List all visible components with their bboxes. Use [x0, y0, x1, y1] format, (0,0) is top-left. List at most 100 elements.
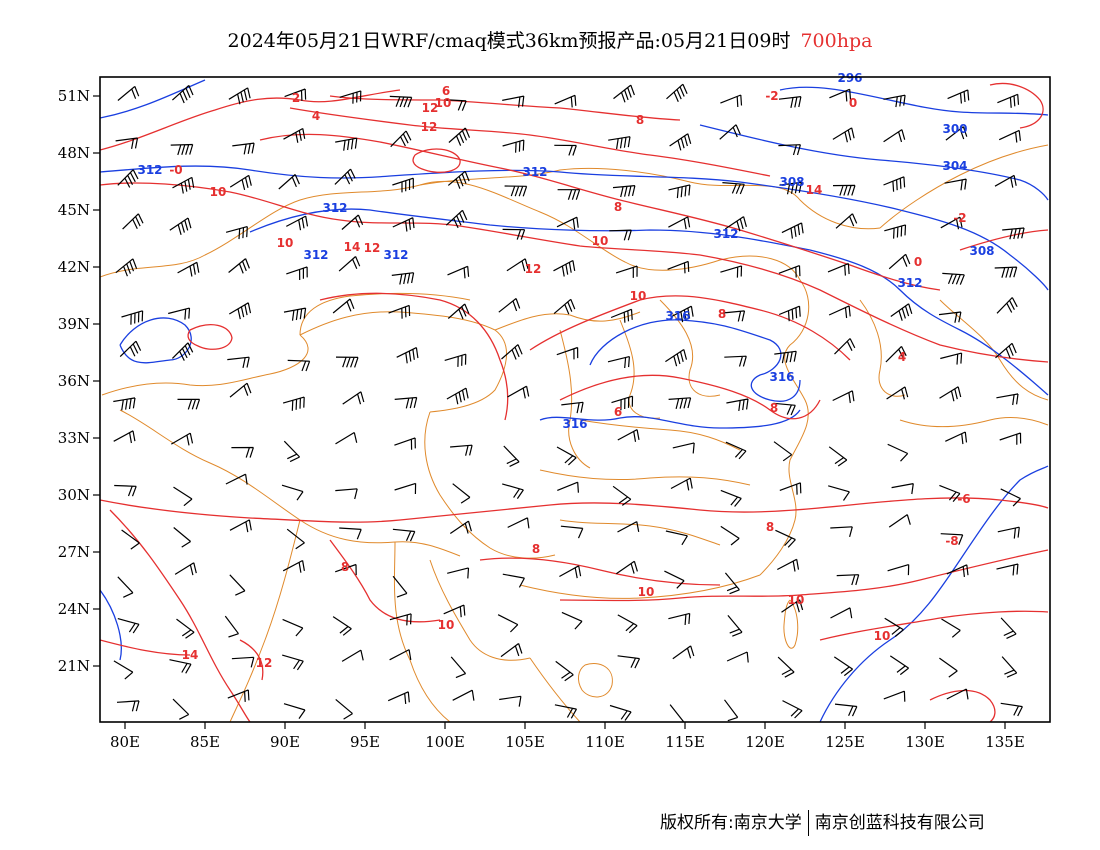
wind-barb [940, 352, 963, 365]
wind-barb [335, 563, 357, 576]
wind-barb [450, 656, 467, 679]
temperature-label: 0 [914, 255, 922, 269]
wind-barb [231, 656, 255, 668]
wind-barb [117, 618, 140, 634]
company-name: 南京创蓝科技有限公司 [814, 813, 985, 833]
wind-barb [278, 174, 300, 190]
wind-barb [392, 575, 408, 598]
wind-barb [724, 572, 740, 595]
wind-barb [339, 527, 362, 540]
wind-barb [830, 526, 853, 538]
border-shaanxi [559, 329, 591, 469]
wind-barb [1000, 617, 1017, 639]
wind-barb [775, 529, 796, 548]
wind-barb [609, 704, 632, 721]
wind-barb [942, 272, 965, 285]
wind-barb [719, 124, 741, 140]
border-myanmar [393, 541, 451, 722]
wind-barb [833, 656, 853, 677]
wind-barb [444, 353, 467, 367]
wind-barb [832, 184, 856, 196]
wind-barb [392, 177, 414, 193]
wind-barb [174, 562, 197, 576]
temperature-label: 12 [421, 120, 438, 134]
temperature-label: 12 [364, 241, 381, 255]
temperature-label: 8 [718, 307, 726, 321]
geopotential-label: 316 [769, 370, 794, 384]
geopotential-label: 312 [383, 248, 408, 262]
wind-barb [607, 356, 630, 369]
wind-barb [502, 139, 525, 153]
chart-title: 2024年05月21日WRF/cmaq模式36km预报产品:05月21日09时 7… [0, 26, 1100, 53]
border-hebei [659, 299, 721, 397]
wind-barb [338, 256, 361, 272]
wind-barb [883, 176, 906, 192]
wind-barb [556, 216, 579, 230]
wind-barb [394, 396, 418, 409]
wind-barb [608, 136, 631, 150]
wind-barb [997, 526, 1020, 539]
copyright-text: 版权所有:南京大学 [660, 813, 802, 833]
wind-barb [1000, 488, 1021, 507]
wind-barb [997, 93, 1020, 108]
temperature-label: 12 [256, 656, 273, 670]
wind-barb [778, 96, 802, 109]
temperature-line [100, 89, 401, 151]
wind-barb [560, 525, 584, 539]
wind-barb [1001, 656, 1018, 678]
wind-barb [617, 521, 640, 533]
geopotential-line [699, 124, 1049, 201]
wind-barb [448, 127, 471, 146]
wind-barb [774, 350, 797, 364]
wind-barb [392, 217, 415, 232]
temperature-line [109, 509, 251, 722]
wind-barb [727, 615, 743, 637]
wind-barb [888, 253, 911, 270]
wind-barb [720, 489, 742, 507]
wind-barb [726, 651, 749, 663]
wind-barb [557, 481, 579, 493]
temperature-label: 2 [292, 91, 300, 105]
temperature-label: 4 [898, 350, 906, 364]
wind-barb [283, 127, 306, 143]
wind-barb [447, 567, 470, 579]
wind-barb [782, 700, 803, 719]
contour-label-layer: 296 300 304 308 312 312 312 312 312 312 … [137, 71, 994, 670]
wind-barb [119, 340, 142, 358]
wind-barb [228, 258, 250, 274]
wind-barb [779, 181, 802, 195]
wind-barb [387, 691, 410, 704]
wind-barb [225, 473, 248, 485]
temperature-label: -2 [953, 211, 966, 225]
wind-barb [830, 607, 853, 619]
wind-barb [341, 649, 364, 662]
wind-barb [559, 565, 582, 579]
wind-barb [720, 525, 740, 546]
wind-barb [335, 137, 358, 151]
longitude-label: 90E [270, 733, 300, 751]
wind-barb [450, 444, 473, 456]
geopotential-label: 308 [779, 175, 804, 189]
temperature-label: 10 [874, 629, 891, 643]
wind-barb [232, 142, 255, 155]
wind-barb [726, 398, 749, 411]
border-hubei [539, 469, 751, 486]
wind-barb [777, 558, 800, 572]
wind-barb [225, 226, 248, 240]
temperature-line [100, 182, 1049, 363]
wind-barb [835, 213, 858, 229]
temperature-line [319, 292, 509, 421]
border-indochina [529, 657, 581, 722]
wind-barb [228, 302, 252, 320]
wind-barb [778, 265, 801, 278]
longitude-label: 110E [585, 733, 625, 751]
wind-barb [617, 614, 638, 634]
latitude-label: 36N [58, 372, 90, 390]
geopotential-line [100, 165, 1049, 291]
wind-barb [939, 657, 958, 678]
wind-barb [996, 297, 1018, 314]
wind-barb [335, 698, 353, 720]
geopotential-label: 312 [713, 227, 738, 241]
temperature-line [479, 557, 721, 586]
